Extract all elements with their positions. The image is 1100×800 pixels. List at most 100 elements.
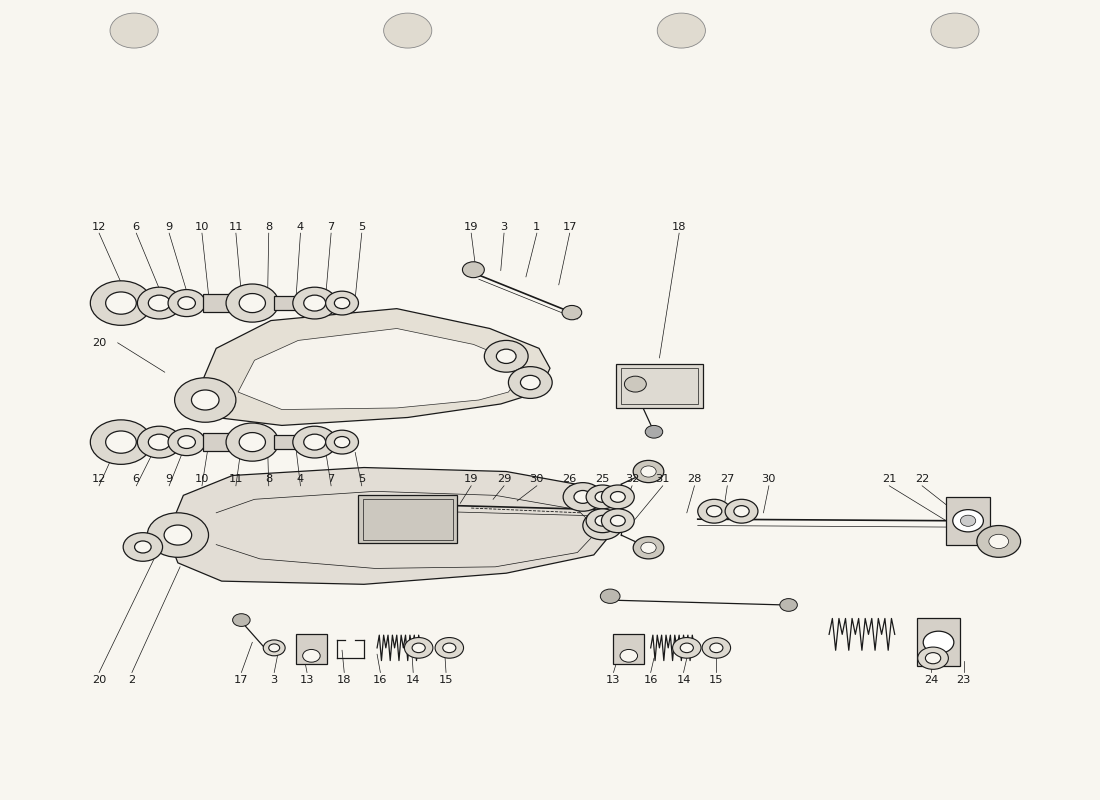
Circle shape bbox=[178, 297, 196, 310]
Text: 15: 15 bbox=[710, 674, 724, 685]
Text: 4: 4 bbox=[297, 222, 304, 232]
Circle shape bbox=[680, 643, 693, 653]
Text: 16: 16 bbox=[644, 674, 658, 685]
Circle shape bbox=[232, 614, 250, 626]
Circle shape bbox=[925, 653, 940, 664]
Bar bbox=[296, 634, 327, 664]
Circle shape bbox=[90, 281, 152, 326]
Circle shape bbox=[268, 644, 279, 652]
Circle shape bbox=[138, 287, 182, 319]
Text: 11: 11 bbox=[229, 474, 243, 485]
Text: 3: 3 bbox=[500, 222, 508, 232]
Text: 14: 14 bbox=[406, 674, 420, 685]
Circle shape bbox=[658, 13, 705, 48]
Circle shape bbox=[302, 650, 320, 662]
Bar bbox=[274, 296, 298, 310]
Circle shape bbox=[583, 511, 623, 540]
Circle shape bbox=[334, 298, 350, 309]
Circle shape bbox=[226, 284, 278, 322]
Bar bbox=[621, 368, 697, 404]
Circle shape bbox=[953, 510, 983, 532]
Circle shape bbox=[304, 434, 326, 450]
Circle shape bbox=[977, 526, 1021, 558]
Circle shape bbox=[191, 390, 219, 410]
Circle shape bbox=[147, 513, 209, 558]
Circle shape bbox=[239, 294, 265, 313]
Circle shape bbox=[634, 460, 663, 482]
Circle shape bbox=[496, 349, 516, 363]
Text: 25: 25 bbox=[595, 474, 609, 485]
Bar bbox=[614, 634, 645, 664]
Circle shape bbox=[106, 292, 136, 314]
Bar bbox=[363, 498, 452, 540]
Circle shape bbox=[602, 485, 635, 509]
Circle shape bbox=[326, 291, 359, 315]
Circle shape bbox=[601, 589, 620, 603]
Text: 3: 3 bbox=[271, 674, 278, 685]
Circle shape bbox=[562, 306, 582, 320]
Text: 8: 8 bbox=[265, 222, 273, 232]
Text: 6: 6 bbox=[133, 222, 140, 232]
Circle shape bbox=[239, 433, 265, 452]
Bar bbox=[274, 435, 298, 450]
Polygon shape bbox=[195, 309, 550, 426]
Text: 18: 18 bbox=[337, 674, 352, 685]
Text: 16: 16 bbox=[373, 674, 387, 685]
Circle shape bbox=[462, 262, 484, 278]
Text: 13: 13 bbox=[606, 674, 620, 685]
Polygon shape bbox=[238, 329, 519, 410]
Circle shape bbox=[293, 426, 337, 458]
Bar bbox=[946, 497, 990, 545]
Text: 9: 9 bbox=[165, 474, 173, 485]
Text: 19: 19 bbox=[464, 222, 478, 232]
Text: 31: 31 bbox=[656, 474, 670, 485]
Circle shape bbox=[168, 290, 206, 317]
Text: 12: 12 bbox=[92, 474, 107, 485]
Text: 30: 30 bbox=[529, 474, 544, 485]
Circle shape bbox=[710, 643, 723, 653]
Circle shape bbox=[563, 482, 603, 511]
Text: 30: 30 bbox=[761, 474, 777, 485]
Circle shape bbox=[106, 431, 136, 454]
Bar bbox=[204, 294, 230, 312]
Circle shape bbox=[625, 376, 647, 392]
Circle shape bbox=[164, 525, 191, 545]
Text: 24: 24 bbox=[924, 674, 938, 685]
Circle shape bbox=[384, 13, 432, 48]
Circle shape bbox=[520, 375, 540, 390]
Circle shape bbox=[442, 643, 455, 653]
Text: 2: 2 bbox=[129, 674, 135, 685]
Circle shape bbox=[734, 506, 749, 517]
Circle shape bbox=[586, 509, 619, 533]
Text: 13: 13 bbox=[300, 674, 315, 685]
Circle shape bbox=[484, 341, 528, 372]
Text: 17: 17 bbox=[234, 674, 249, 685]
Circle shape bbox=[178, 436, 196, 449]
Circle shape bbox=[138, 426, 182, 458]
Circle shape bbox=[293, 287, 337, 319]
Circle shape bbox=[110, 13, 158, 48]
Circle shape bbox=[148, 434, 170, 450]
Text: 10: 10 bbox=[195, 222, 209, 232]
Circle shape bbox=[620, 650, 638, 662]
Circle shape bbox=[672, 638, 701, 658]
Circle shape bbox=[134, 541, 151, 553]
Circle shape bbox=[641, 542, 657, 554]
Bar bbox=[359, 495, 456, 543]
Circle shape bbox=[702, 638, 730, 658]
Circle shape bbox=[90, 420, 152, 464]
Circle shape bbox=[226, 423, 278, 461]
Text: 20: 20 bbox=[92, 674, 107, 685]
Circle shape bbox=[706, 506, 722, 517]
Circle shape bbox=[405, 638, 433, 658]
Bar bbox=[616, 364, 703, 408]
Text: 12: 12 bbox=[92, 222, 107, 232]
Circle shape bbox=[610, 491, 625, 502]
Text: 18: 18 bbox=[672, 222, 686, 232]
Circle shape bbox=[304, 295, 326, 311]
Circle shape bbox=[436, 638, 463, 658]
Circle shape bbox=[595, 491, 609, 502]
Text: 7: 7 bbox=[328, 222, 334, 232]
Text: 10: 10 bbox=[195, 474, 209, 485]
Circle shape bbox=[725, 499, 758, 523]
